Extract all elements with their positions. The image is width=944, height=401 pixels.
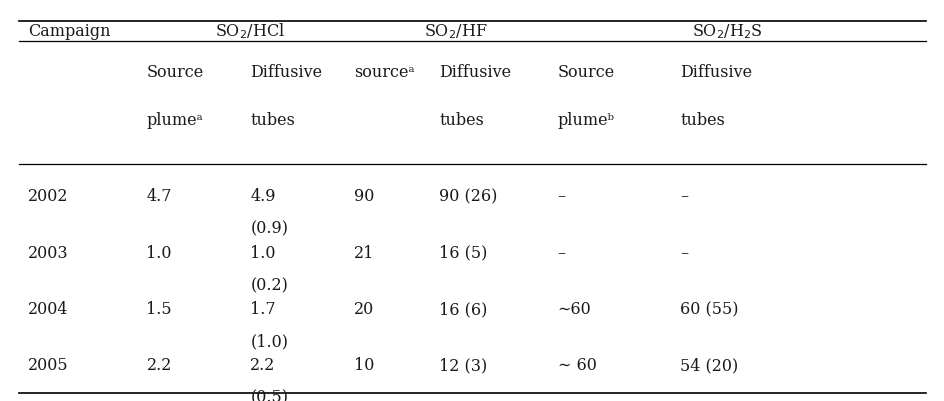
Text: 2.2: 2.2 bbox=[146, 356, 172, 373]
Text: 20: 20 bbox=[354, 300, 374, 317]
Text: 60 (55): 60 (55) bbox=[680, 300, 738, 317]
Text: 90 (26): 90 (26) bbox=[439, 188, 497, 205]
Text: 12 (3): 12 (3) bbox=[439, 356, 487, 373]
Text: ∼ 60: ∼ 60 bbox=[557, 356, 596, 373]
Text: 2003: 2003 bbox=[28, 244, 69, 261]
Text: –: – bbox=[557, 244, 565, 261]
Text: ∼60: ∼60 bbox=[557, 300, 591, 317]
Text: tubes: tubes bbox=[439, 112, 483, 129]
Text: sourceᵃ: sourceᵃ bbox=[354, 64, 414, 81]
Text: –: – bbox=[557, 188, 565, 205]
Text: Diffusive: Diffusive bbox=[680, 64, 751, 81]
Text: plumeᵃ: plumeᵃ bbox=[146, 112, 203, 129]
Text: 16 (5): 16 (5) bbox=[439, 244, 487, 261]
Text: Diffusive: Diffusive bbox=[439, 64, 511, 81]
Text: 1.5: 1.5 bbox=[146, 300, 172, 317]
Text: 21: 21 bbox=[354, 244, 375, 261]
Text: 2004: 2004 bbox=[28, 300, 69, 317]
Text: 2005: 2005 bbox=[28, 356, 69, 373]
Text: 16 (6): 16 (6) bbox=[439, 300, 487, 317]
Text: (0.2): (0.2) bbox=[250, 276, 288, 293]
Text: plumeᵇ: plumeᵇ bbox=[557, 112, 614, 129]
Text: 4.9: 4.9 bbox=[250, 188, 276, 205]
Text: tubes: tubes bbox=[680, 112, 724, 129]
Text: 1.0: 1.0 bbox=[146, 244, 172, 261]
Text: (0.5): (0.5) bbox=[250, 389, 288, 401]
Text: –: – bbox=[680, 188, 688, 205]
Text: (0.9): (0.9) bbox=[250, 220, 288, 237]
Text: 10: 10 bbox=[354, 356, 375, 373]
Text: (1.0): (1.0) bbox=[250, 332, 288, 349]
Text: –: – bbox=[680, 244, 688, 261]
Text: SO$_2$/HF: SO$_2$/HF bbox=[424, 22, 487, 41]
Text: Source: Source bbox=[146, 64, 204, 81]
Text: Source: Source bbox=[557, 64, 615, 81]
Text: 4.7: 4.7 bbox=[146, 188, 172, 205]
Text: 2002: 2002 bbox=[28, 188, 69, 205]
Text: 90: 90 bbox=[354, 188, 375, 205]
Text: 2.2: 2.2 bbox=[250, 356, 276, 373]
Text: 1.7: 1.7 bbox=[250, 300, 276, 317]
Text: Campaign: Campaign bbox=[28, 23, 110, 40]
Text: SO$_2$/HCl: SO$_2$/HCl bbox=[215, 21, 285, 41]
Text: SO$_2$/H$_2$S: SO$_2$/H$_2$S bbox=[692, 22, 762, 41]
Text: 1.0: 1.0 bbox=[250, 244, 276, 261]
Text: tubes: tubes bbox=[250, 112, 295, 129]
Text: Diffusive: Diffusive bbox=[250, 64, 322, 81]
Text: 54 (20): 54 (20) bbox=[680, 356, 738, 373]
